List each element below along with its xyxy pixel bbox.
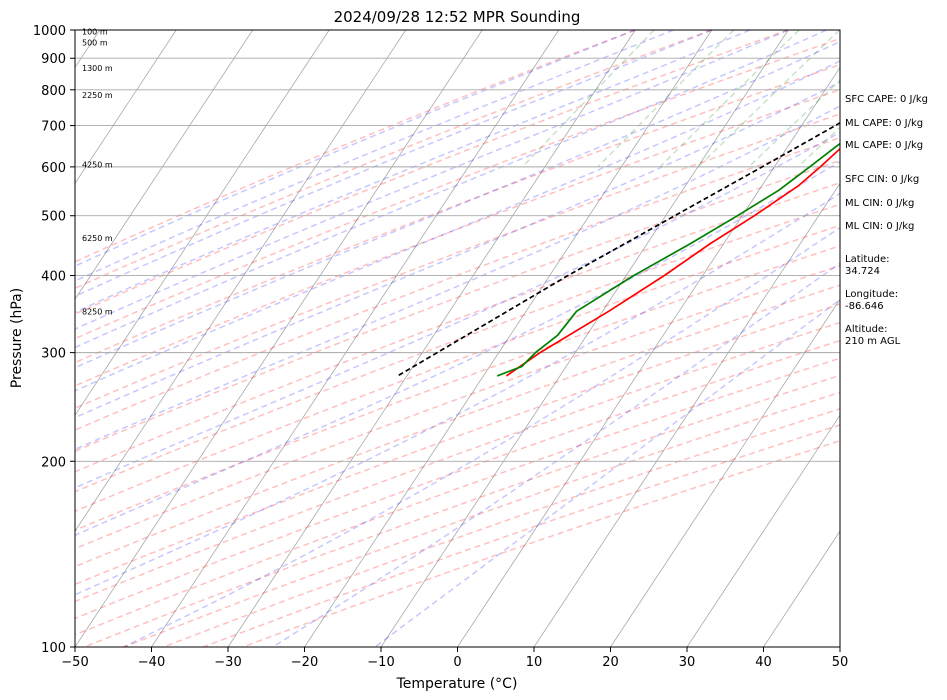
height-label: 6250 m	[82, 234, 113, 243]
y-tick-label: 500	[41, 210, 66, 225]
y-tick-label: 900	[41, 52, 66, 67]
x-tick-label: 30	[679, 655, 696, 670]
chart-title: 2024/09/28 12:52 MPR Sounding	[334, 8, 581, 26]
sounding-info-text: -86.646	[845, 301, 884, 312]
moist-adiabat-line	[272, 262, 840, 647]
moist-adiabat-line	[75, 30, 827, 349]
y-axis-label: Pressure (hPa)	[9, 288, 25, 388]
isotherm-line	[610, 298, 840, 647]
height-label: 100 m	[82, 27, 108, 36]
height-label: 1300 m	[82, 64, 113, 73]
sounding-info-text: 210 m AGL	[845, 336, 901, 347]
isotherm-line	[686, 414, 840, 647]
sounding-info-text: Altitude:	[845, 324, 887, 335]
sounding-info-text: SFC CIN: 0 J/kg	[845, 174, 919, 185]
sounding-info-text: ML CIN: 0 J/kg	[845, 221, 914, 232]
dry-adiabat-line	[75, 113, 840, 410]
sounding-info-text: ML CAPE: 0 J/kg	[845, 140, 923, 151]
moist-adiabat-line	[75, 160, 840, 537]
x-tick-label: −50	[61, 655, 88, 670]
background-lines	[75, 30, 840, 647]
isotherm-line	[763, 530, 840, 647]
dry-adiabat-line	[75, 30, 636, 263]
isotherm-line	[75, 30, 330, 416]
y-tick-label: 600	[41, 161, 66, 176]
y-tick-label: 300	[41, 347, 66, 362]
sounding-info-text: Longitude:	[845, 289, 898, 300]
x-tick-label: 0	[453, 655, 461, 670]
dry-adiabat-line	[75, 339, 840, 620]
dry-adiabat-line	[75, 244, 840, 532]
x-tick-label: 20	[602, 655, 619, 670]
isotherm-line	[75, 30, 483, 647]
isotherm-line	[457, 66, 840, 647]
height-labels: 8250 m 6250 m 4250 m 2250 m 1300 m 500 m 100 m	[82, 27, 113, 316]
dry-adiabat-line	[75, 30, 712, 290]
sounding-info-text: ML CIN: 0 J/kg	[845, 198, 914, 209]
x-axis-label: Temperature (°C)	[396, 676, 518, 692]
temperature-trace	[505, 147, 840, 377]
dry-adiabat-line	[75, 203, 840, 493]
pressure-gridlines	[75, 30, 840, 647]
height-label: 2250 m	[82, 91, 113, 100]
axes: −50 −40 −30 −20 −10 0 10 20 30 40 50 1000 900 800 700 6…	[33, 24, 848, 670]
dry-adiabat-line	[123, 391, 840, 647]
sounding-info-text: Latitude:	[845, 254, 890, 265]
x-tick-label: −10	[367, 655, 394, 670]
moist-adiabat-line	[75, 30, 636, 267]
y-tick-label: 100	[41, 641, 66, 656]
isotherm-line	[75, 30, 254, 300]
x-tick-label: 40	[755, 655, 772, 670]
moist-adiabat-line	[75, 131, 840, 489]
dry-adiabat-line	[83, 374, 840, 647]
dry-adiabat-line	[75, 136, 840, 431]
sounding-info-text: SFC CAPE: 0 J/kg	[845, 94, 928, 105]
dry-adiabat-line	[75, 303, 840, 586]
x-tick-label: −20	[291, 655, 318, 670]
isotherm-line	[380, 30, 789, 647]
isotherm-line	[75, 30, 177, 185]
moist-adiabat-line	[75, 30, 674, 282]
dry-adiabat-line	[75, 30, 789, 315]
dry-adiabat-line	[75, 37, 840, 340]
sounding-series	[397, 121, 840, 377]
x-tick-label: −30	[214, 655, 241, 670]
sounding-info-panel: SFC CAPE: 0 J/kg ML CAPE: 0 J/kg ML CAPE: …	[845, 94, 928, 347]
height-label: 8250 m	[82, 307, 113, 316]
moist-adiabat-line	[75, 40, 840, 369]
dry-adiabat-line	[75, 284, 840, 568]
height-label: 4250 m	[82, 161, 113, 170]
isotherm-line	[533, 182, 840, 647]
isotherm-line	[304, 30, 713, 647]
y-tick-label: 1000	[33, 24, 66, 39]
dewpoint-trace	[496, 142, 840, 377]
x-tick-label: 10	[526, 655, 543, 670]
dry-adiabat-line	[75, 181, 840, 473]
moist-adiabat-line	[123, 226, 840, 647]
x-tick-label: −40	[138, 655, 165, 670]
isotherm-line	[151, 30, 560, 647]
moist-adiabat-line	[75, 30, 751, 314]
y-tick-label: 200	[41, 455, 66, 470]
dry-adiabat-line	[75, 88, 840, 387]
y-tick-label: 400	[41, 270, 66, 285]
moist-adiabat-line	[75, 30, 789, 330]
dry-adiabat-line	[75, 63, 840, 364]
y-tick-label: 800	[41, 84, 66, 99]
height-label: 500 m	[82, 38, 108, 47]
parcel-profile-trace	[397, 121, 840, 377]
y-tick-label: 700	[41, 120, 66, 135]
isotherm-line	[227, 30, 636, 647]
x-tick-label: 50	[832, 655, 849, 670]
sounding-info-text: 34.724	[845, 266, 880, 277]
sounding-info-text: ML CAPE: 0 J/kg	[845, 118, 923, 129]
isotherm-line	[75, 30, 407, 532]
moist-adiabat-line	[75, 30, 712, 298]
